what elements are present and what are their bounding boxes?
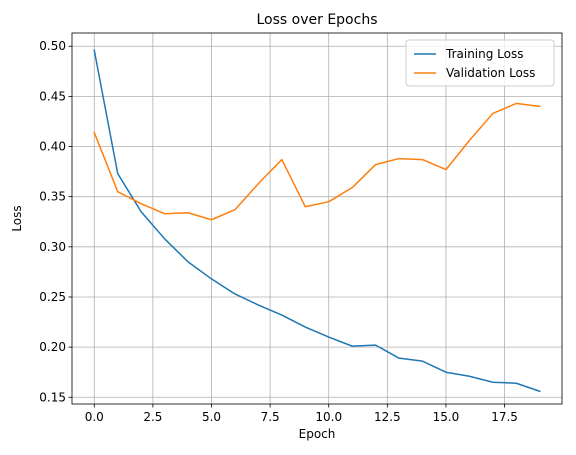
x-tick-label: 10.0	[315, 410, 342, 424]
validation-loss-line	[93, 102, 541, 221]
legend-label-training: Training Loss	[445, 47, 523, 61]
x-tick-label: 5.0	[202, 410, 221, 424]
x-tick-label: 12.5	[374, 410, 401, 424]
y-tick-label: 0.40	[39, 140, 66, 154]
grid-lines	[72, 33, 562, 404]
y-tick-label: 0.45	[39, 89, 66, 103]
series-lines	[93, 49, 541, 393]
x-tick-label: 7.5	[261, 410, 280, 424]
legend: Training Loss Validation Loss	[405, 39, 555, 87]
x-tick-label: 2.5	[143, 410, 162, 424]
y-axis-label: Loss	[10, 205, 24, 231]
y-tick-label: 0.30	[39, 240, 66, 254]
training-loss-line	[93, 49, 541, 393]
legend-label-validation: Validation Loss	[446, 66, 535, 80]
x-tick-label: 17.5	[491, 410, 518, 424]
plot-frame	[71, 32, 563, 405]
y-tick-label: 0.15	[39, 390, 66, 404]
y-tick-label: 0.20	[39, 340, 66, 354]
axis-ticks: 0.0 2.5 5.0 7.5 10.0 12.5 15.0 17.5 0.15 0.20 0.25…	[39, 39, 518, 424]
y-tick-label: 0.35	[39, 190, 66, 204]
x-tick-label: 15.0	[433, 410, 460, 424]
y-tick-label: 0.25	[39, 290, 66, 304]
x-tick-label: 0.0	[85, 410, 104, 424]
x-axis-label: Epoch	[299, 427, 336, 441]
legend-box	[405, 39, 555, 87]
y-tick-label: 0.50	[39, 39, 66, 53]
chart-title: Loss over Epochs	[257, 12, 378, 28]
